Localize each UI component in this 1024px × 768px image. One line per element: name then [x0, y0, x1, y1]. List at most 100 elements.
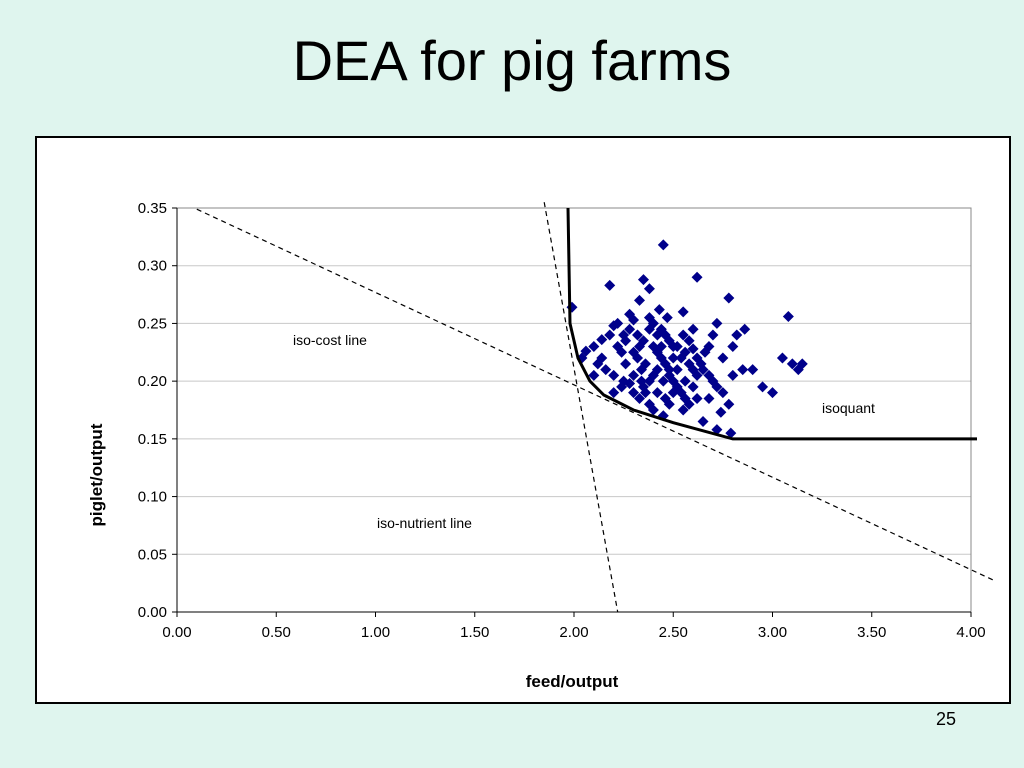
iso-nutrient-label: iso-nutrient line	[377, 515, 472, 531]
data-point	[624, 323, 636, 335]
data-point	[711, 317, 723, 329]
data-point	[608, 387, 620, 399]
data-point	[639, 387, 651, 399]
data-point	[655, 341, 667, 353]
data-point	[757, 381, 769, 393]
data-point	[659, 358, 671, 370]
x-tick-label: 4.00	[956, 624, 985, 641]
data-point	[637, 274, 649, 286]
axis-ticks: 0.00 0.05 0.10 0.15 0.20 0.25 0.30 0.35 0.00 0.50…	[138, 200, 986, 641]
x-tick-label: 3.50	[857, 624, 886, 641]
data-point	[608, 320, 620, 332]
data-point	[624, 377, 636, 389]
data-point	[612, 317, 624, 329]
data-point	[634, 341, 646, 353]
data-point	[612, 341, 624, 353]
scatter-chart: 0.00 0.05 0.10 0.15 0.20 0.25 0.30 0.35 0.00 0.50…	[87, 200, 996, 691]
data-point	[703, 392, 715, 404]
x-tick-label: 1.00	[361, 624, 390, 641]
data-point	[739, 323, 751, 335]
data-point	[691, 271, 703, 283]
data-point	[687, 381, 699, 393]
data-point	[600, 364, 612, 376]
data-point	[635, 375, 647, 387]
data-point	[596, 352, 608, 364]
data-point	[679, 375, 691, 387]
data-point	[723, 398, 735, 410]
data-point	[647, 404, 659, 416]
data-point	[683, 398, 695, 410]
data-point	[620, 335, 632, 347]
data-point	[634, 294, 646, 306]
data-point	[608, 369, 620, 381]
data-point	[604, 329, 616, 341]
y-tick-label: 0.15	[138, 431, 167, 448]
y-tick-label: 0.35	[138, 200, 167, 217]
data-point	[776, 352, 788, 364]
data-point	[717, 352, 729, 364]
x-tick-label: 0.50	[262, 624, 291, 641]
data-point	[796, 358, 808, 370]
data-point	[671, 364, 683, 376]
data-point	[628, 346, 640, 358]
x-axis-label: feed/output	[526, 672, 619, 691]
data-point	[628, 369, 640, 381]
data-point	[651, 329, 663, 341]
data-point	[657, 375, 669, 387]
data-point	[632, 329, 644, 341]
data-point	[747, 364, 759, 376]
data-point	[675, 352, 687, 364]
data-point	[697, 416, 709, 428]
iso-nutrient-line	[543, 202, 619, 613]
data-point	[635, 364, 647, 376]
y-axis-label: piglet/output	[87, 423, 106, 526]
data-point	[717, 387, 729, 399]
data-point	[727, 341, 739, 353]
data-point	[604, 279, 616, 291]
reference-lines	[196, 202, 996, 613]
isoquant-line	[566, 207, 977, 441]
data-point	[592, 358, 604, 370]
data-point	[767, 387, 778, 399]
data-point	[667, 352, 679, 364]
y-tick-label: 0.00	[138, 604, 167, 621]
y-tick-label: 0.30	[138, 258, 167, 275]
y-tick-label: 0.05	[138, 546, 167, 563]
iso-cost-label: iso-cost line	[293, 332, 367, 348]
data-point	[588, 341, 600, 353]
data-point	[653, 304, 665, 316]
data-point	[661, 312, 673, 324]
data-point	[723, 292, 735, 304]
data-point	[691, 392, 703, 404]
data-point	[677, 329, 689, 341]
data-point	[699, 346, 711, 358]
data-point	[643, 283, 655, 295]
data-point	[632, 352, 644, 364]
x-tick-label: 0.00	[162, 624, 191, 641]
data-point	[677, 404, 689, 416]
x-tick-label: 2.50	[659, 624, 688, 641]
data-points	[566, 239, 808, 439]
data-point	[687, 364, 699, 376]
isoquant-label: isoquant	[822, 400, 875, 416]
data-point	[715, 406, 727, 418]
x-tick-label: 3.00	[758, 624, 787, 641]
data-point	[679, 346, 691, 358]
data-point	[782, 311, 794, 323]
data-point	[677, 306, 689, 318]
data-point	[663, 398, 675, 410]
data-point	[667, 387, 679, 399]
data-point	[596, 334, 608, 346]
data-point	[695, 358, 707, 370]
data-point	[616, 346, 628, 358]
data-point	[667, 341, 679, 353]
data-point	[620, 358, 632, 370]
data-point	[786, 358, 798, 370]
data-point	[651, 387, 663, 399]
slide-number: 25	[936, 709, 957, 729]
data-point	[616, 381, 628, 393]
data-point	[655, 323, 667, 335]
data-point	[671, 381, 683, 393]
data-point	[683, 335, 695, 347]
iso-cost-line	[196, 208, 996, 582]
